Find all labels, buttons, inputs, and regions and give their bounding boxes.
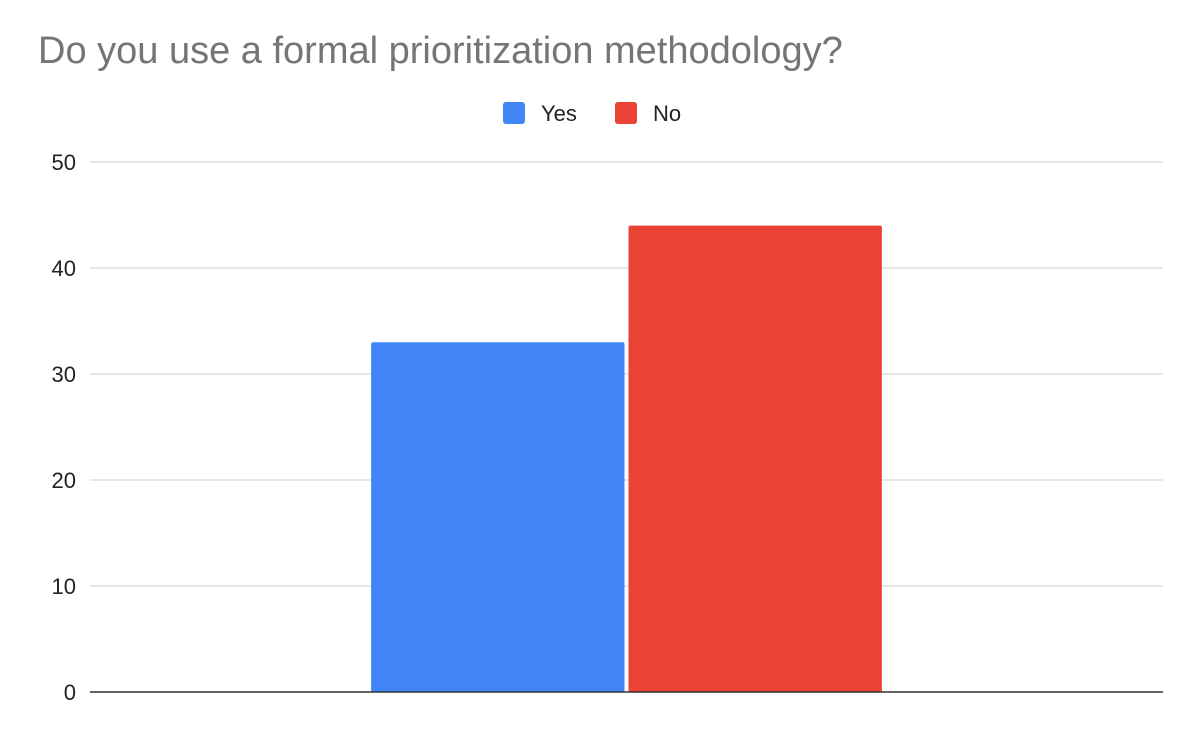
chart-title: Do you use a formal prioritization metho…: [38, 30, 843, 72]
y-tick-label: 40: [52, 256, 76, 281]
y-tick-label: 10: [52, 574, 76, 599]
y-tick-label: 20: [52, 468, 76, 493]
bar-no: [628, 225, 882, 692]
legend-swatch-no: [615, 102, 637, 124]
gridlines: [90, 161, 1163, 587]
y-axis: 0 10 20 30 40 50: [52, 150, 76, 705]
legend-swatch-yes: [503, 102, 525, 124]
y-tick-label: 30: [52, 362, 76, 387]
y-tick-label: 0: [64, 680, 76, 705]
legend: Yes No: [503, 101, 681, 126]
legend-label-no: No: [653, 101, 681, 126]
bars: [371, 225, 882, 692]
legend-label-yes: Yes: [541, 101, 577, 126]
bar-yes: [371, 342, 625, 692]
y-tick-label: 50: [52, 150, 76, 175]
